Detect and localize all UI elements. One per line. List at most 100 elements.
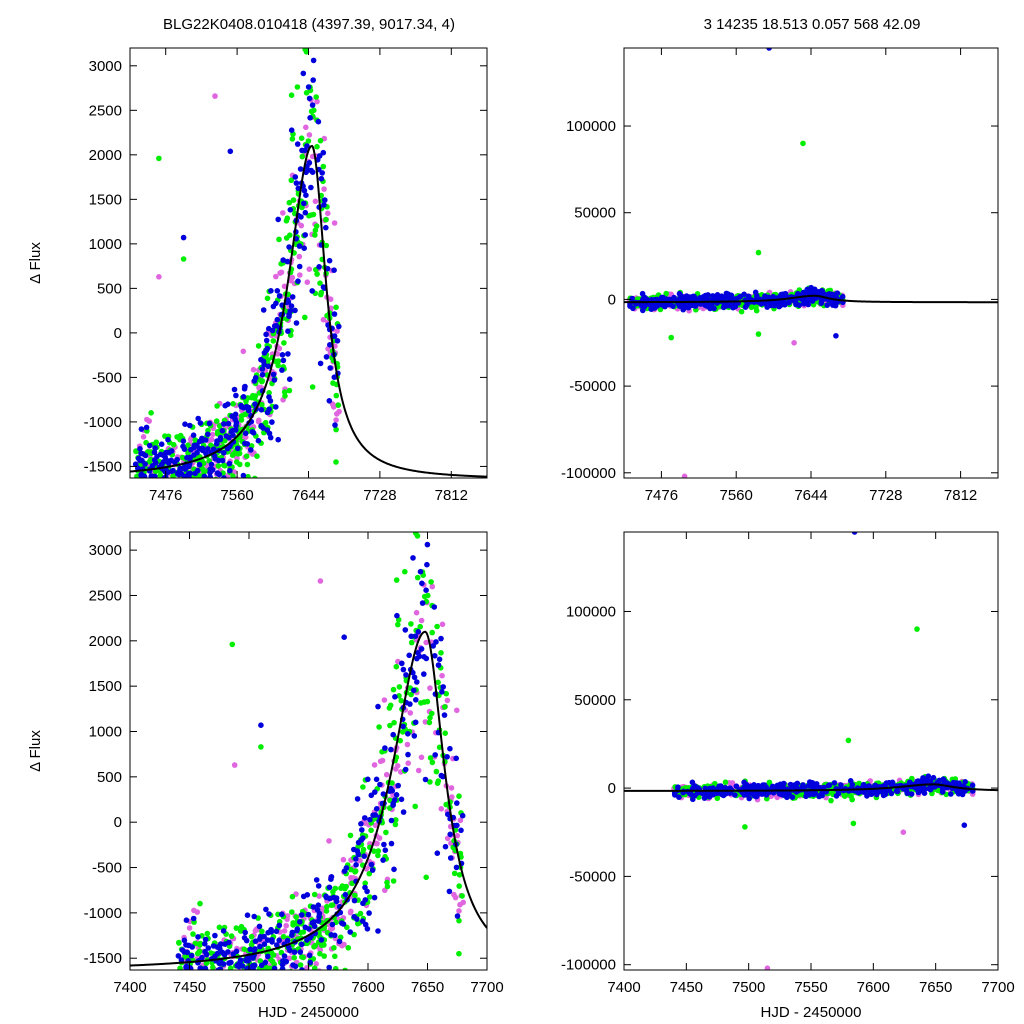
data-point bbox=[177, 432, 184, 439]
data-point bbox=[189, 480, 195, 486]
model-curve bbox=[130, 144, 487, 478]
data-point bbox=[435, 679, 441, 686]
data-point bbox=[315, 40, 321, 46]
data-point bbox=[314, 143, 320, 150]
data-point bbox=[318, 175, 325, 182]
data-point bbox=[209, 991, 215, 997]
data-point bbox=[406, 514, 412, 520]
data-point bbox=[315, 902, 322, 908]
data-point bbox=[390, 731, 397, 738]
data-point bbox=[255, 437, 262, 444]
data-point bbox=[156, 479, 162, 485]
data-point bbox=[323, 216, 329, 223]
data-point bbox=[786, 299, 792, 306]
data-point bbox=[194, 972, 200, 978]
data-point bbox=[203, 960, 210, 967]
data-point bbox=[376, 724, 382, 730]
y-tick-label: 3000 bbox=[89, 542, 122, 559]
data-point bbox=[368, 827, 374, 834]
data-point bbox=[281, 340, 287, 346]
data-point bbox=[440, 684, 447, 690]
data-point bbox=[244, 441, 251, 447]
data-point bbox=[331, 374, 338, 381]
data-point bbox=[297, 949, 304, 955]
data-point bbox=[245, 407, 252, 414]
data-point bbox=[264, 345, 271, 352]
data-point bbox=[224, 975, 230, 981]
outlier-point bbox=[668, 334, 674, 341]
data-point bbox=[141, 506, 147, 512]
data-point bbox=[202, 936, 209, 943]
data-point bbox=[323, 224, 329, 231]
data-point bbox=[221, 475, 227, 478]
y-tick-label: -50000 bbox=[569, 868, 616, 885]
data-point bbox=[424, 698, 431, 705]
data-point bbox=[296, 243, 303, 249]
data-point bbox=[373, 806, 380, 812]
data-point bbox=[205, 945, 212, 951]
data-point bbox=[181, 998, 187, 1004]
data-point bbox=[331, 945, 337, 951]
data-point bbox=[209, 431, 216, 438]
x-tick-label: 7650 bbox=[919, 979, 952, 996]
data-point bbox=[417, 568, 424, 575]
data-point bbox=[269, 970, 275, 976]
data-point bbox=[381, 841, 387, 848]
data-point bbox=[230, 451, 237, 457]
data-point bbox=[429, 759, 436, 766]
data-point bbox=[157, 481, 163, 487]
data-point bbox=[206, 977, 212, 983]
data-point bbox=[316, 893, 322, 899]
data-point bbox=[173, 479, 179, 485]
data-point bbox=[220, 928, 227, 934]
data-point bbox=[149, 463, 156, 469]
data-point bbox=[182, 482, 188, 488]
data-point bbox=[187, 454, 194, 461]
data-point bbox=[321, 953, 328, 959]
data-point bbox=[266, 911, 272, 917]
data-point bbox=[252, 475, 258, 478]
data-point bbox=[778, 291, 784, 298]
data-point bbox=[358, 821, 364, 827]
data-point bbox=[328, 876, 334, 882]
data-point bbox=[334, 328, 340, 334]
data-point bbox=[280, 210, 286, 216]
data-point bbox=[323, 908, 330, 914]
data-point bbox=[289, 909, 295, 915]
data-point bbox=[787, 781, 794, 788]
data-point bbox=[310, 77, 317, 83]
data-point bbox=[446, 888, 453, 895]
data-point bbox=[801, 301, 807, 307]
data-point bbox=[427, 714, 433, 721]
data-point bbox=[203, 450, 209, 457]
data-point bbox=[245, 473, 251, 478]
plot-frame bbox=[623, 531, 999, 971]
data-point bbox=[423, 587, 429, 593]
data-point bbox=[442, 843, 449, 850]
data-point bbox=[382, 847, 389, 853]
data-point bbox=[134, 473, 140, 478]
data-point bbox=[304, 143, 310, 149]
data-point bbox=[204, 930, 211, 937]
data-point bbox=[839, 293, 846, 300]
data-point bbox=[216, 471, 223, 478]
data-point bbox=[339, 883, 346, 889]
data-point bbox=[328, 902, 335, 908]
data-point bbox=[311, 4, 317, 10]
data-point bbox=[730, 304, 736, 311]
data-point bbox=[311, 107, 317, 114]
data-point bbox=[285, 351, 291, 357]
data-point bbox=[432, 752, 439, 758]
data-point bbox=[867, 791, 874, 797]
data-point bbox=[261, 941, 268, 947]
data-point bbox=[301, 245, 308, 251]
data-point bbox=[218, 973, 224, 979]
y-tick-label: 100000 bbox=[566, 603, 616, 620]
data-point bbox=[360, 784, 366, 790]
data-point bbox=[427, 779, 433, 785]
data-point bbox=[240, 348, 247, 355]
data-point bbox=[177, 465, 183, 472]
data-point bbox=[821, 784, 827, 791]
data-point bbox=[332, 422, 338, 428]
data-point bbox=[266, 430, 273, 437]
